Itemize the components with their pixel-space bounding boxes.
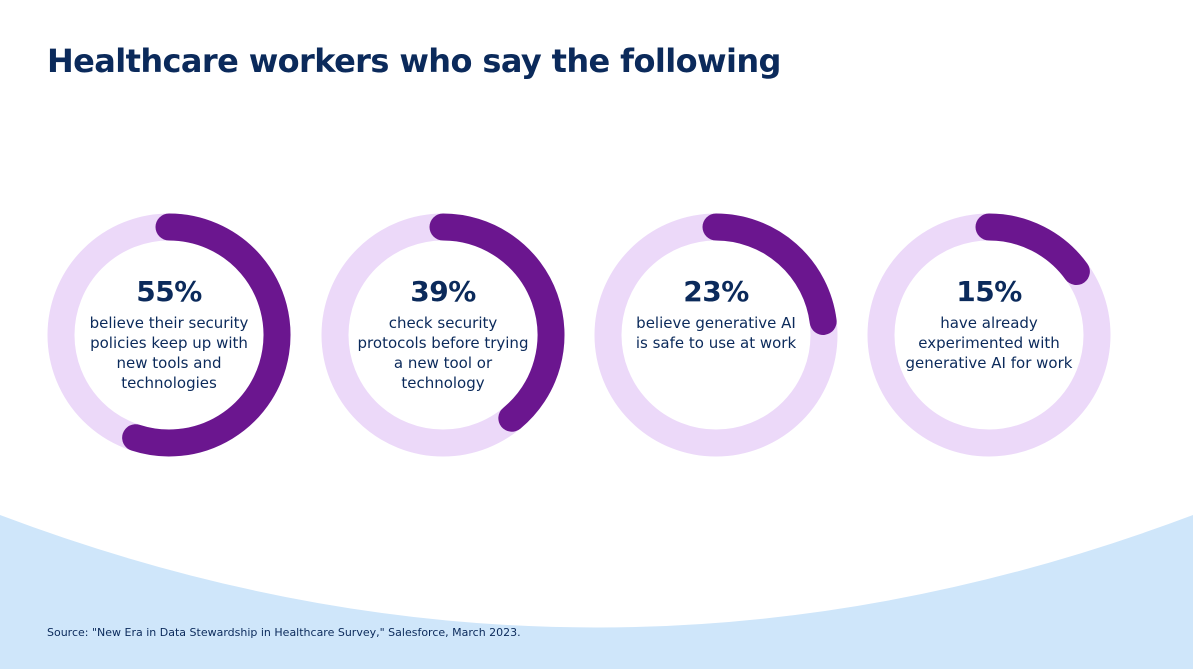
donut-arc [429, 213, 565, 432]
percentage-label: 23% [683, 275, 749, 308]
percentage-label: 55% [136, 275, 202, 308]
donut-arc [122, 213, 291, 457]
donut-arc [975, 213, 1090, 286]
donut-label-group: 23% believe generative AI is safe to use… [624, 275, 808, 353]
donut-chart-4: 15% have already experimented with gener… [867, 213, 1111, 457]
donut-svg-2 [321, 213, 565, 457]
description-label: believe their security policies keep up … [89, 314, 249, 392]
description-label: check security protocols before trying a… [357, 314, 529, 392]
donut-svg-4 [867, 213, 1111, 457]
description-label: have already experimented with generativ… [905, 314, 1073, 372]
description-label: believe generative AI is safe to use at … [635, 314, 797, 352]
donut-chart-1: 55% believe their security policies keep… [47, 213, 291, 457]
donut-svg-3 [594, 213, 838, 457]
donut-arc [702, 213, 837, 335]
donut-svg-1 [47, 213, 291, 457]
donut-chart-3: 23% believe generative AI is safe to use… [594, 213, 838, 457]
percentage-label: 15% [956, 275, 1022, 308]
wave-shape [0, 515, 1193, 669]
percentage-label: 39% [410, 275, 476, 308]
donut-label-group: 39% check security protocols before tryi… [351, 275, 535, 393]
donut-chart-2: 39% check security protocols before tryi… [321, 213, 565, 457]
page-title: Healthcare workers who say the following [47, 42, 781, 80]
donut-label-group: 55% believe their security policies keep… [77, 275, 261, 393]
source-footnote: Source: "New Era in Data Stewardship in … [47, 626, 521, 639]
donut-label-group: 15% have already experimented with gener… [897, 275, 1081, 373]
